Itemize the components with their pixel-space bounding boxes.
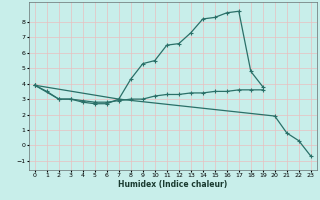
X-axis label: Humidex (Indice chaleur): Humidex (Indice chaleur) [118,180,228,189]
